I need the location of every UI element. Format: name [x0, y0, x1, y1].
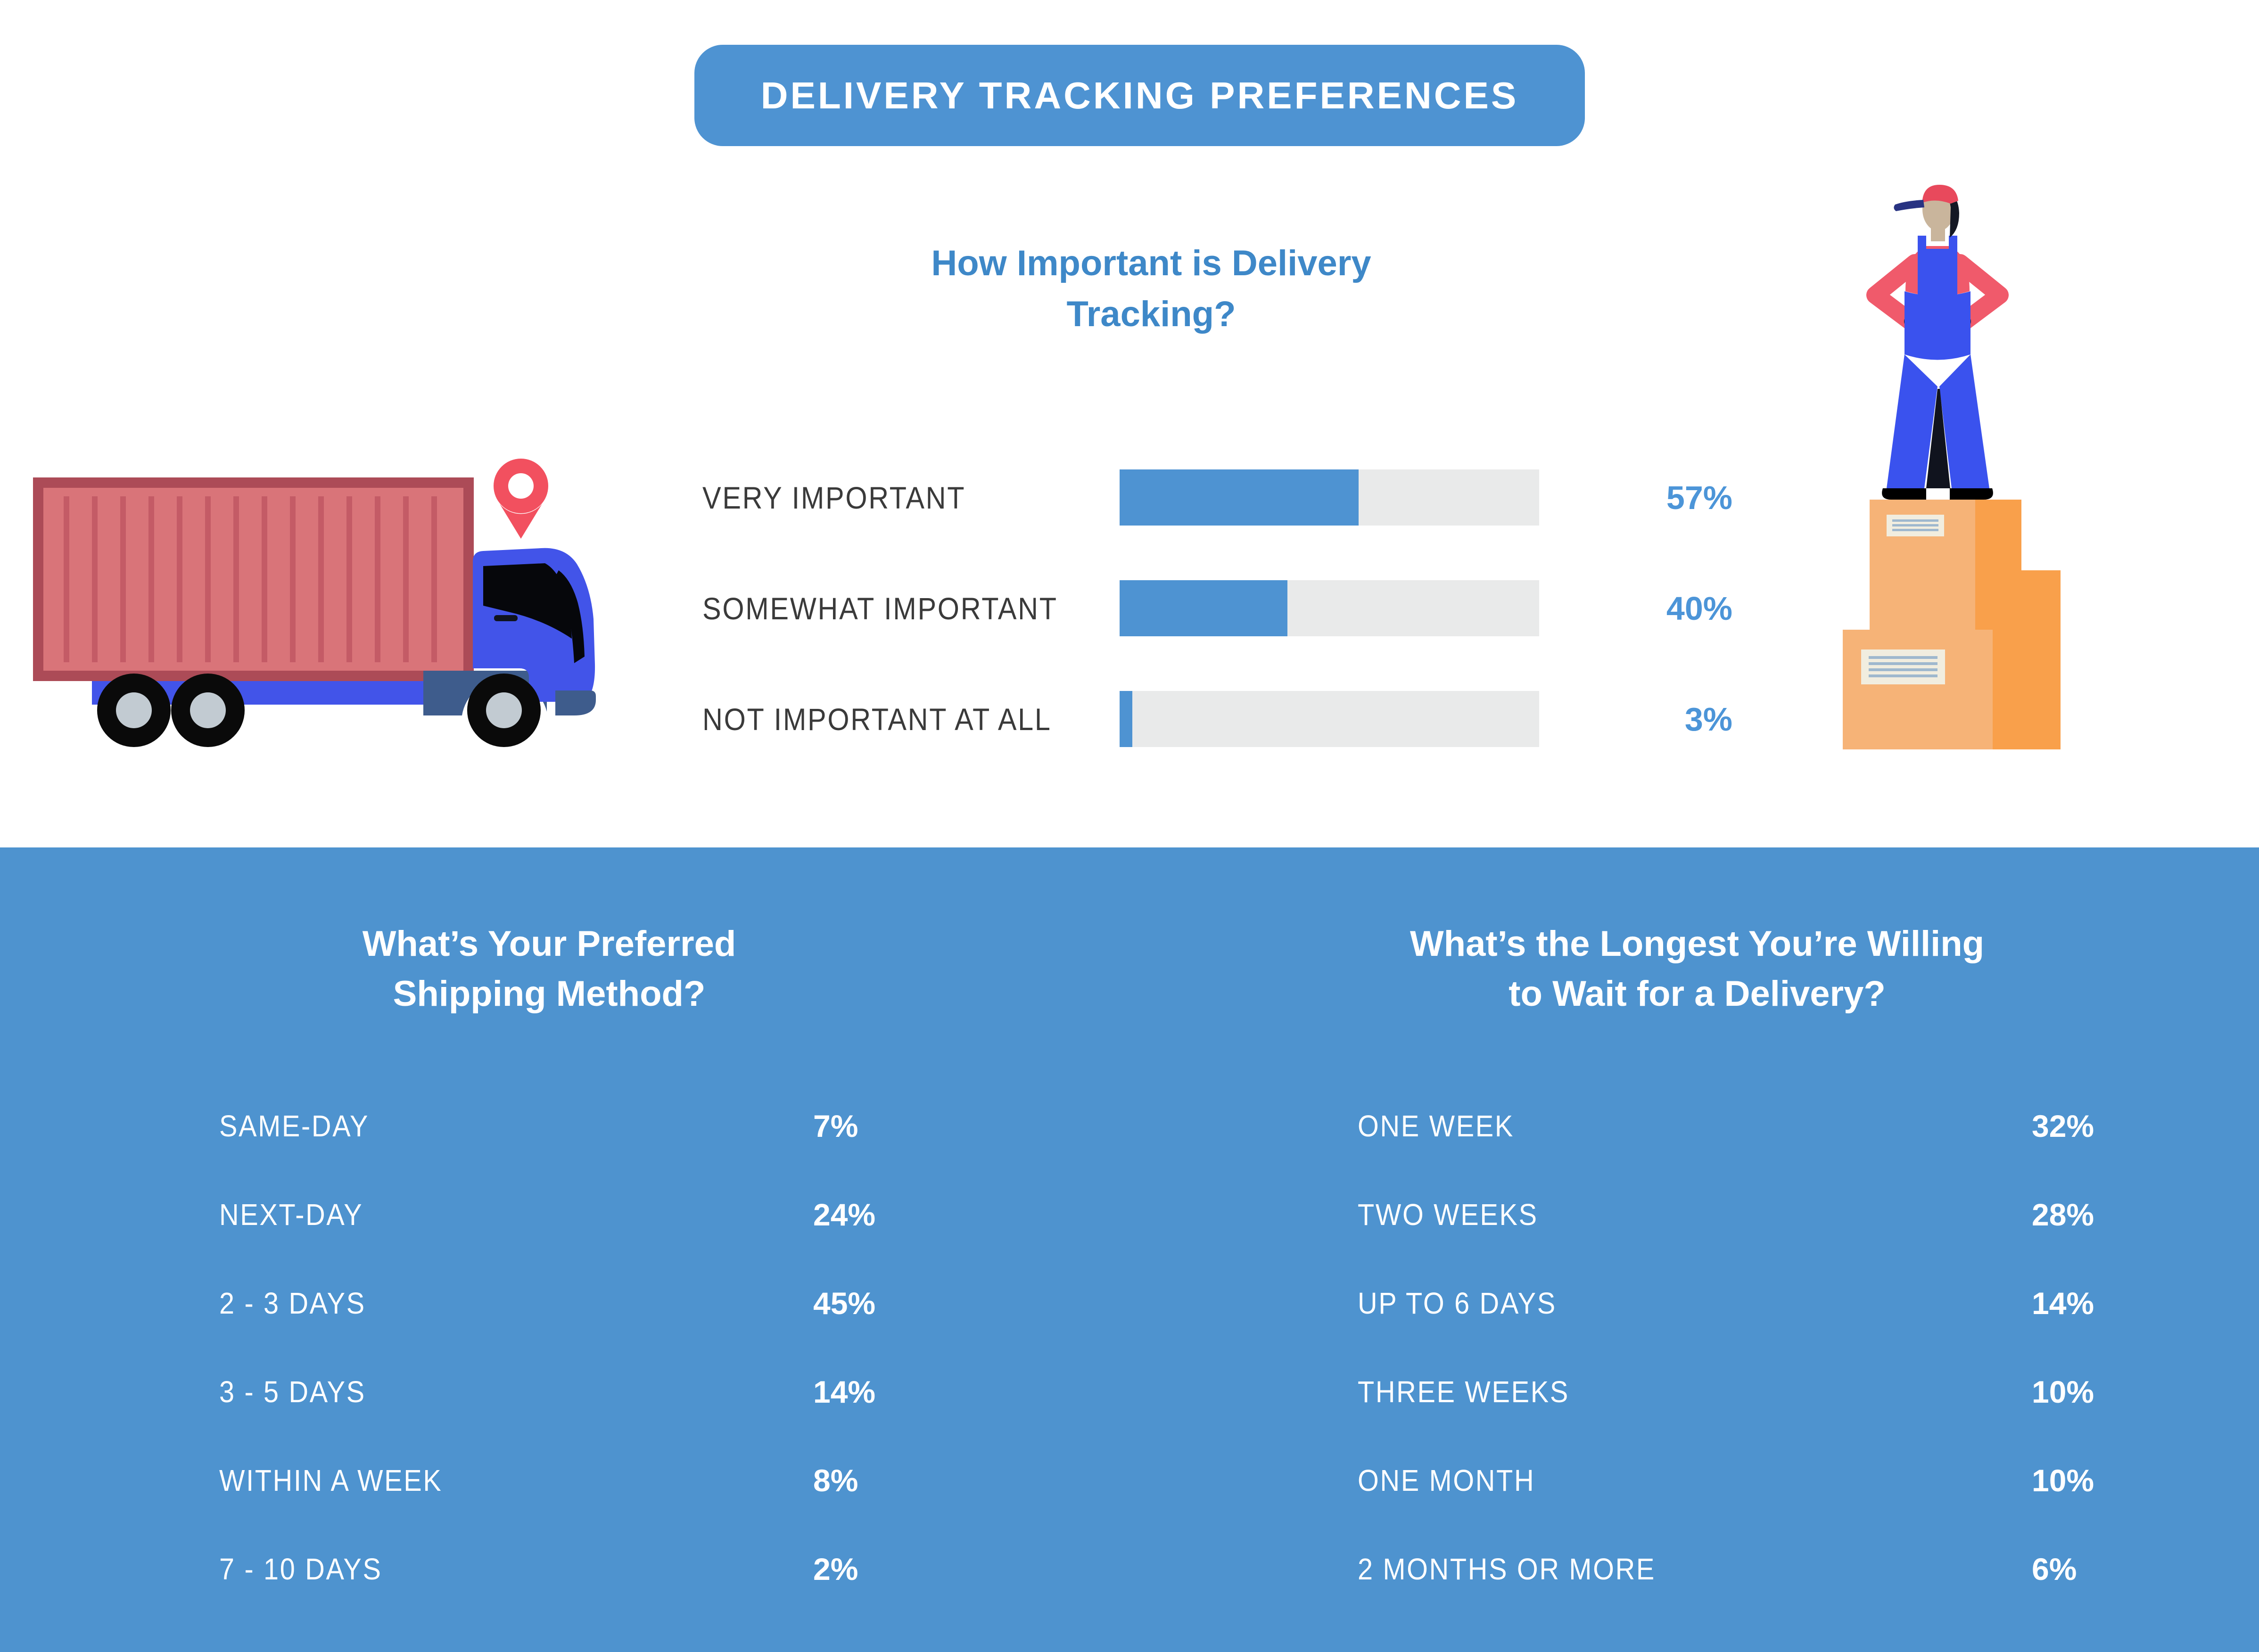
bar-fill [1120, 580, 1287, 636]
list-item: 3 - 5 DAYS 14% [219, 1348, 945, 1436]
wait-time-heading: What’s the Longest You’re Willing to Wai… [1410, 924, 1985, 1014]
stat-label: UP TO 6 DAYS [1358, 1286, 1557, 1320]
stat-value: 10% [2032, 1463, 2094, 1498]
list-item: 7 - 10 DAYS 2% [219, 1525, 945, 1613]
chart-row-label: VERY IMPORTANT [702, 480, 966, 515]
bar-track [1120, 580, 1539, 636]
chart-row-value: 3% [1684, 700, 1732, 738]
stats-panel: What’s Your Preferred Shipping Method? W… [0, 847, 2259, 1652]
chart-row: SOMEWHAT IMPORTANT 40% [702, 580, 1732, 636]
stat-label: 2 - 3 DAYS [219, 1286, 366, 1320]
list-item: WITHIN A WEEK 8% [219, 1436, 945, 1525]
stat-value: 32% [2032, 1109, 2094, 1143]
list-item: TWO WEEKS 28% [1358, 1170, 2117, 1259]
stat-label: 2 MONTHS OR MORE [1358, 1552, 1656, 1586]
chart-row: VERY IMPORTANT 57% [702, 469, 1732, 526]
stat-label: THREE WEEKS [1358, 1375, 1569, 1409]
stat-label: ONE MONTH [1358, 1463, 1535, 1497]
stat-value: 10% [2032, 1374, 2094, 1409]
list-item: ONE MONTH 10% [1358, 1436, 2117, 1525]
shipping-label [1861, 649, 1945, 684]
bar-fill [1120, 691, 1132, 747]
list-item: NEXT-DAY 24% [219, 1170, 945, 1259]
stat-value: 24% [813, 1197, 876, 1232]
location-pin-icon [494, 459, 548, 539]
stat-label: 7 - 10 DAYS [219, 1552, 382, 1586]
truck-cab [473, 548, 596, 715]
stat-label: SAME-DAY [219, 1109, 370, 1143]
stat-value: 2% [813, 1552, 858, 1586]
chart-row-value: 40% [1666, 590, 1732, 627]
bar-track [1120, 691, 1539, 747]
stat-label: TWO WEEKS [1358, 1198, 1538, 1232]
list-item: UP TO 6 DAYS 14% [1358, 1259, 2117, 1348]
cargo-container [33, 477, 474, 681]
page-title: DELIVERY TRACKING PREFERENCES [760, 74, 1519, 116]
title-banner: DELIVERY TRACKING PREFERENCES [694, 45, 1585, 146]
stat-label: WITHIN A WEEK [219, 1463, 443, 1497]
stat-value: 14% [813, 1374, 876, 1409]
chart-title: How Important is Delivery Tracking? [821, 238, 1481, 340]
list-item: SAME-DAY 7% [219, 1082, 945, 1170]
stat-label: 3 - 5 DAYS [219, 1375, 366, 1409]
shipping-method-heading: What’s Your Preferred Shipping Method? [362, 924, 736, 1014]
stat-value: 45% [813, 1286, 876, 1321]
chart-row-label: NOT IMPORTANT AT ALL [702, 701, 1052, 737]
list-item: 2 MONTHS OR MORE 6% [1358, 1525, 2117, 1613]
stat-value: 28% [2032, 1197, 2094, 1232]
bar-fill [1120, 469, 1359, 526]
delivery-truck-icon [33, 459, 596, 747]
stat-label: NEXT-DAY [219, 1198, 363, 1232]
chart-row-label: SOMEWHAT IMPORTANT [702, 591, 1058, 626]
stat-value: 7% [813, 1109, 858, 1143]
stat-value: 6% [2032, 1552, 2077, 1586]
truck-wheels [97, 674, 541, 747]
wait-time-list: ONE WEEK 32% TWO WEEKS 28% UP TO 6 DAYS … [1358, 1082, 2117, 1613]
chart-row: NOT IMPORTANT AT ALL 3% [702, 691, 1732, 747]
truck-fender [423, 671, 547, 715]
cap-icon [1894, 185, 1958, 211]
package-boxes [1843, 500, 2061, 749]
list-item: ONE WEEK 32% [1358, 1082, 2117, 1170]
stat-value: 14% [2032, 1286, 2094, 1321]
stat-value: 8% [813, 1463, 858, 1498]
delivery-worker [1866, 185, 2009, 500]
list-item: 2 - 3 DAYS 45% [219, 1259, 945, 1348]
shipping-label [1887, 515, 1944, 536]
chart-title-line1: How Important is Delivery [931, 243, 1371, 283]
delivery-worker-icon [1843, 185, 2061, 749]
shipping-method-list: SAME-DAY 7% NEXT-DAY 24% 2 - 3 DAYS 45% … [219, 1082, 945, 1613]
list-item: THREE WEEKS 10% [1358, 1348, 2117, 1436]
chart-title-line2: Tracking? [1066, 294, 1236, 334]
chart-row-value: 57% [1666, 479, 1732, 516]
bar-track [1120, 469, 1539, 526]
stat-label: ONE WEEK [1358, 1109, 1515, 1143]
